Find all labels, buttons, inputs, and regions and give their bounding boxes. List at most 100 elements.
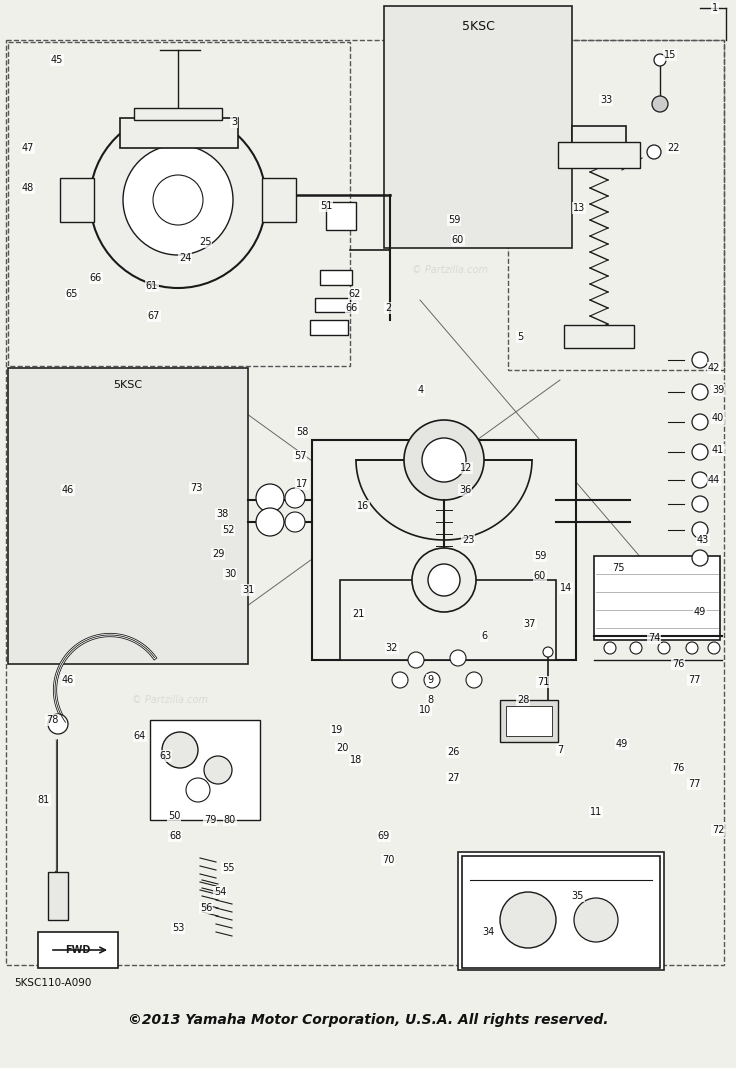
Text: 66: 66 <box>90 273 102 283</box>
Bar <box>262 178 296 222</box>
Text: 62: 62 <box>349 289 361 299</box>
Text: 26: 26 <box>447 747 459 757</box>
Circle shape <box>647 145 661 159</box>
Text: 53: 53 <box>171 923 184 933</box>
Circle shape <box>450 650 466 666</box>
Text: 76: 76 <box>672 659 684 669</box>
Text: 44: 44 <box>708 475 720 485</box>
Text: 66: 66 <box>346 303 358 313</box>
Bar <box>384 6 572 248</box>
Text: 3: 3 <box>231 117 237 127</box>
Text: 36: 36 <box>459 485 471 494</box>
Circle shape <box>204 756 232 784</box>
Text: © Partzilla.com: © Partzilla.com <box>412 265 488 274</box>
Circle shape <box>153 175 203 225</box>
Circle shape <box>630 642 642 654</box>
Circle shape <box>652 96 668 112</box>
Circle shape <box>408 651 424 668</box>
Text: 73: 73 <box>190 483 202 493</box>
Bar <box>320 270 352 285</box>
Text: 81: 81 <box>38 795 50 805</box>
Bar <box>508 40 724 370</box>
Bar <box>500 700 558 742</box>
Circle shape <box>186 778 210 802</box>
Text: 31: 31 <box>242 585 254 595</box>
Text: 9: 9 <box>427 675 433 685</box>
Circle shape <box>428 564 460 596</box>
Bar <box>340 580 556 660</box>
Circle shape <box>285 488 305 508</box>
Circle shape <box>692 414 708 430</box>
Text: 46: 46 <box>62 485 74 494</box>
Text: 70: 70 <box>382 855 394 865</box>
Text: 64: 64 <box>134 731 146 741</box>
Text: 50: 50 <box>168 811 180 821</box>
Text: 57: 57 <box>294 451 306 461</box>
Bar <box>134 108 222 120</box>
Text: 56: 56 <box>199 904 212 913</box>
Text: 2: 2 <box>385 303 391 313</box>
Bar <box>458 852 664 970</box>
Bar <box>312 440 576 660</box>
Text: 5KSC: 5KSC <box>461 20 495 33</box>
Text: 29: 29 <box>212 549 224 559</box>
Text: 4: 4 <box>418 384 424 395</box>
Text: 71: 71 <box>537 677 549 687</box>
Circle shape <box>256 508 284 536</box>
Circle shape <box>123 145 233 255</box>
Text: 28: 28 <box>517 695 529 705</box>
Text: 8: 8 <box>427 695 433 705</box>
Circle shape <box>285 512 305 532</box>
Bar <box>60 178 94 222</box>
Text: 30: 30 <box>224 569 236 579</box>
Bar <box>462 855 660 968</box>
Text: 68: 68 <box>169 831 181 841</box>
Circle shape <box>692 472 708 488</box>
Circle shape <box>654 54 666 66</box>
Text: 74: 74 <box>648 633 660 643</box>
Bar <box>315 298 350 312</box>
Circle shape <box>692 550 708 566</box>
Bar <box>558 142 640 168</box>
Bar <box>120 117 238 148</box>
Bar <box>572 126 626 148</box>
Text: 20: 20 <box>336 743 348 753</box>
Text: 76: 76 <box>672 763 684 773</box>
Circle shape <box>256 484 284 512</box>
Text: 43: 43 <box>697 535 709 545</box>
Text: 27: 27 <box>447 773 459 783</box>
Circle shape <box>692 522 708 538</box>
Circle shape <box>500 892 556 948</box>
Text: 38: 38 <box>216 509 228 519</box>
Text: © Partzilla.com: © Partzilla.com <box>132 695 208 705</box>
Text: 59: 59 <box>534 551 546 561</box>
Bar <box>38 932 118 968</box>
Bar <box>150 720 260 820</box>
Circle shape <box>48 714 68 734</box>
Circle shape <box>692 384 708 400</box>
Text: 55: 55 <box>222 863 234 873</box>
Text: 34: 34 <box>482 927 494 937</box>
Text: 77: 77 <box>687 675 700 685</box>
Text: 19: 19 <box>331 725 343 735</box>
Text: 13: 13 <box>573 203 585 213</box>
Bar <box>48 871 68 920</box>
Text: 79: 79 <box>204 815 216 824</box>
Text: 5KSC: 5KSC <box>113 380 143 390</box>
Text: 58: 58 <box>296 427 308 437</box>
Text: 1: 1 <box>712 3 718 13</box>
Bar <box>326 202 356 230</box>
Text: 23: 23 <box>461 535 474 545</box>
Text: © Partzilla.com: © Partzilla.com <box>132 265 208 274</box>
Circle shape <box>692 352 708 368</box>
Bar <box>6 40 724 965</box>
Text: 16: 16 <box>357 501 369 511</box>
Text: 22: 22 <box>667 143 679 153</box>
Text: 54: 54 <box>214 888 226 897</box>
Text: 48: 48 <box>22 183 34 193</box>
Circle shape <box>392 672 408 688</box>
Text: 7: 7 <box>557 745 563 755</box>
Text: 67: 67 <box>148 311 160 321</box>
Text: 45: 45 <box>51 54 63 65</box>
Text: 11: 11 <box>590 807 602 817</box>
